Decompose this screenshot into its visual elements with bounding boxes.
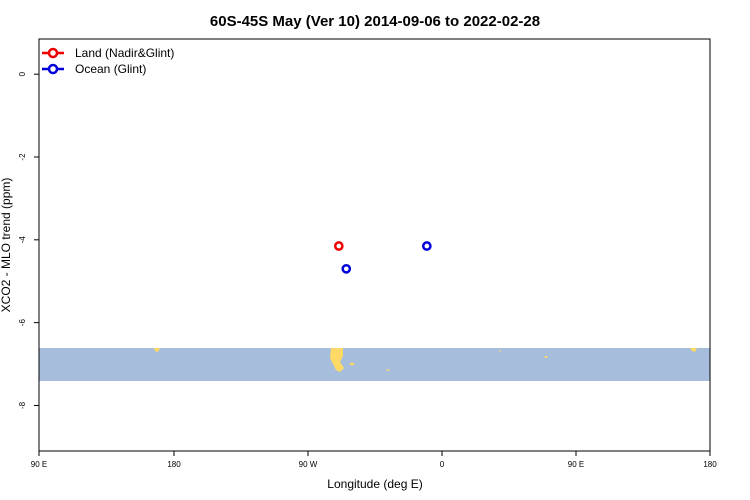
y-axis-label: XCO2 - MLO trend (ppm) (0, 178, 13, 313)
y-axis-ticks: 0 -2 -4 -6 -8 (18, 71, 39, 409)
y-tick-label: -4 (18, 236, 27, 244)
legend-land-marker (47, 47, 59, 59)
chart-title: 60S-45S May (Ver 10) 2014-09-06 to 2022-… (210, 13, 540, 30)
plot-frame (38, 38, 711, 452)
legend-ocean-label: Ocean (Glint) (75, 62, 146, 76)
x-tick-label: 90 E (568, 460, 584, 469)
map-band (39, 348, 710, 381)
south-america-tip (330, 348, 344, 372)
new-zealand-tip-right (690, 348, 697, 352)
x-tick-label: 90 W (299, 460, 318, 469)
x-tick-label: 180 (703, 460, 717, 469)
x-tick-label: 180 (167, 460, 181, 469)
legend-ocean-marker (47, 63, 59, 75)
land-shapes (154, 348, 697, 372)
south-georgia (386, 369, 390, 371)
data-points (333, 241, 432, 274)
legend-land-label: Land (Nadir&Glint) (75, 46, 174, 60)
x-axis-label: Longitude (deg E) (327, 477, 422, 491)
y-tick-label: -2 (18, 153, 27, 161)
legend: Land (Nadir&Glint) Ocean (Glint) (42, 46, 174, 76)
kerguelen (544, 356, 548, 358)
islet-1 (499, 350, 501, 352)
ocean-band (39, 348, 710, 381)
land-data-point (333, 241, 344, 251)
ocean-data-point (421, 241, 432, 251)
x-axis-ticks: 90 E 180 90 W 0 90 E 180 (31, 451, 717, 469)
y-tick-label: 0 (18, 71, 27, 76)
y-tick-label: -6 (18, 319, 27, 327)
y-tick-label: -8 (18, 401, 27, 409)
x-tick-label: 90 E (31, 460, 47, 469)
x-tick-label: 0 (440, 460, 445, 469)
ocean-data-point (341, 263, 352, 274)
falklands (349, 362, 355, 366)
new-zealand-tip-left (154, 348, 160, 352)
